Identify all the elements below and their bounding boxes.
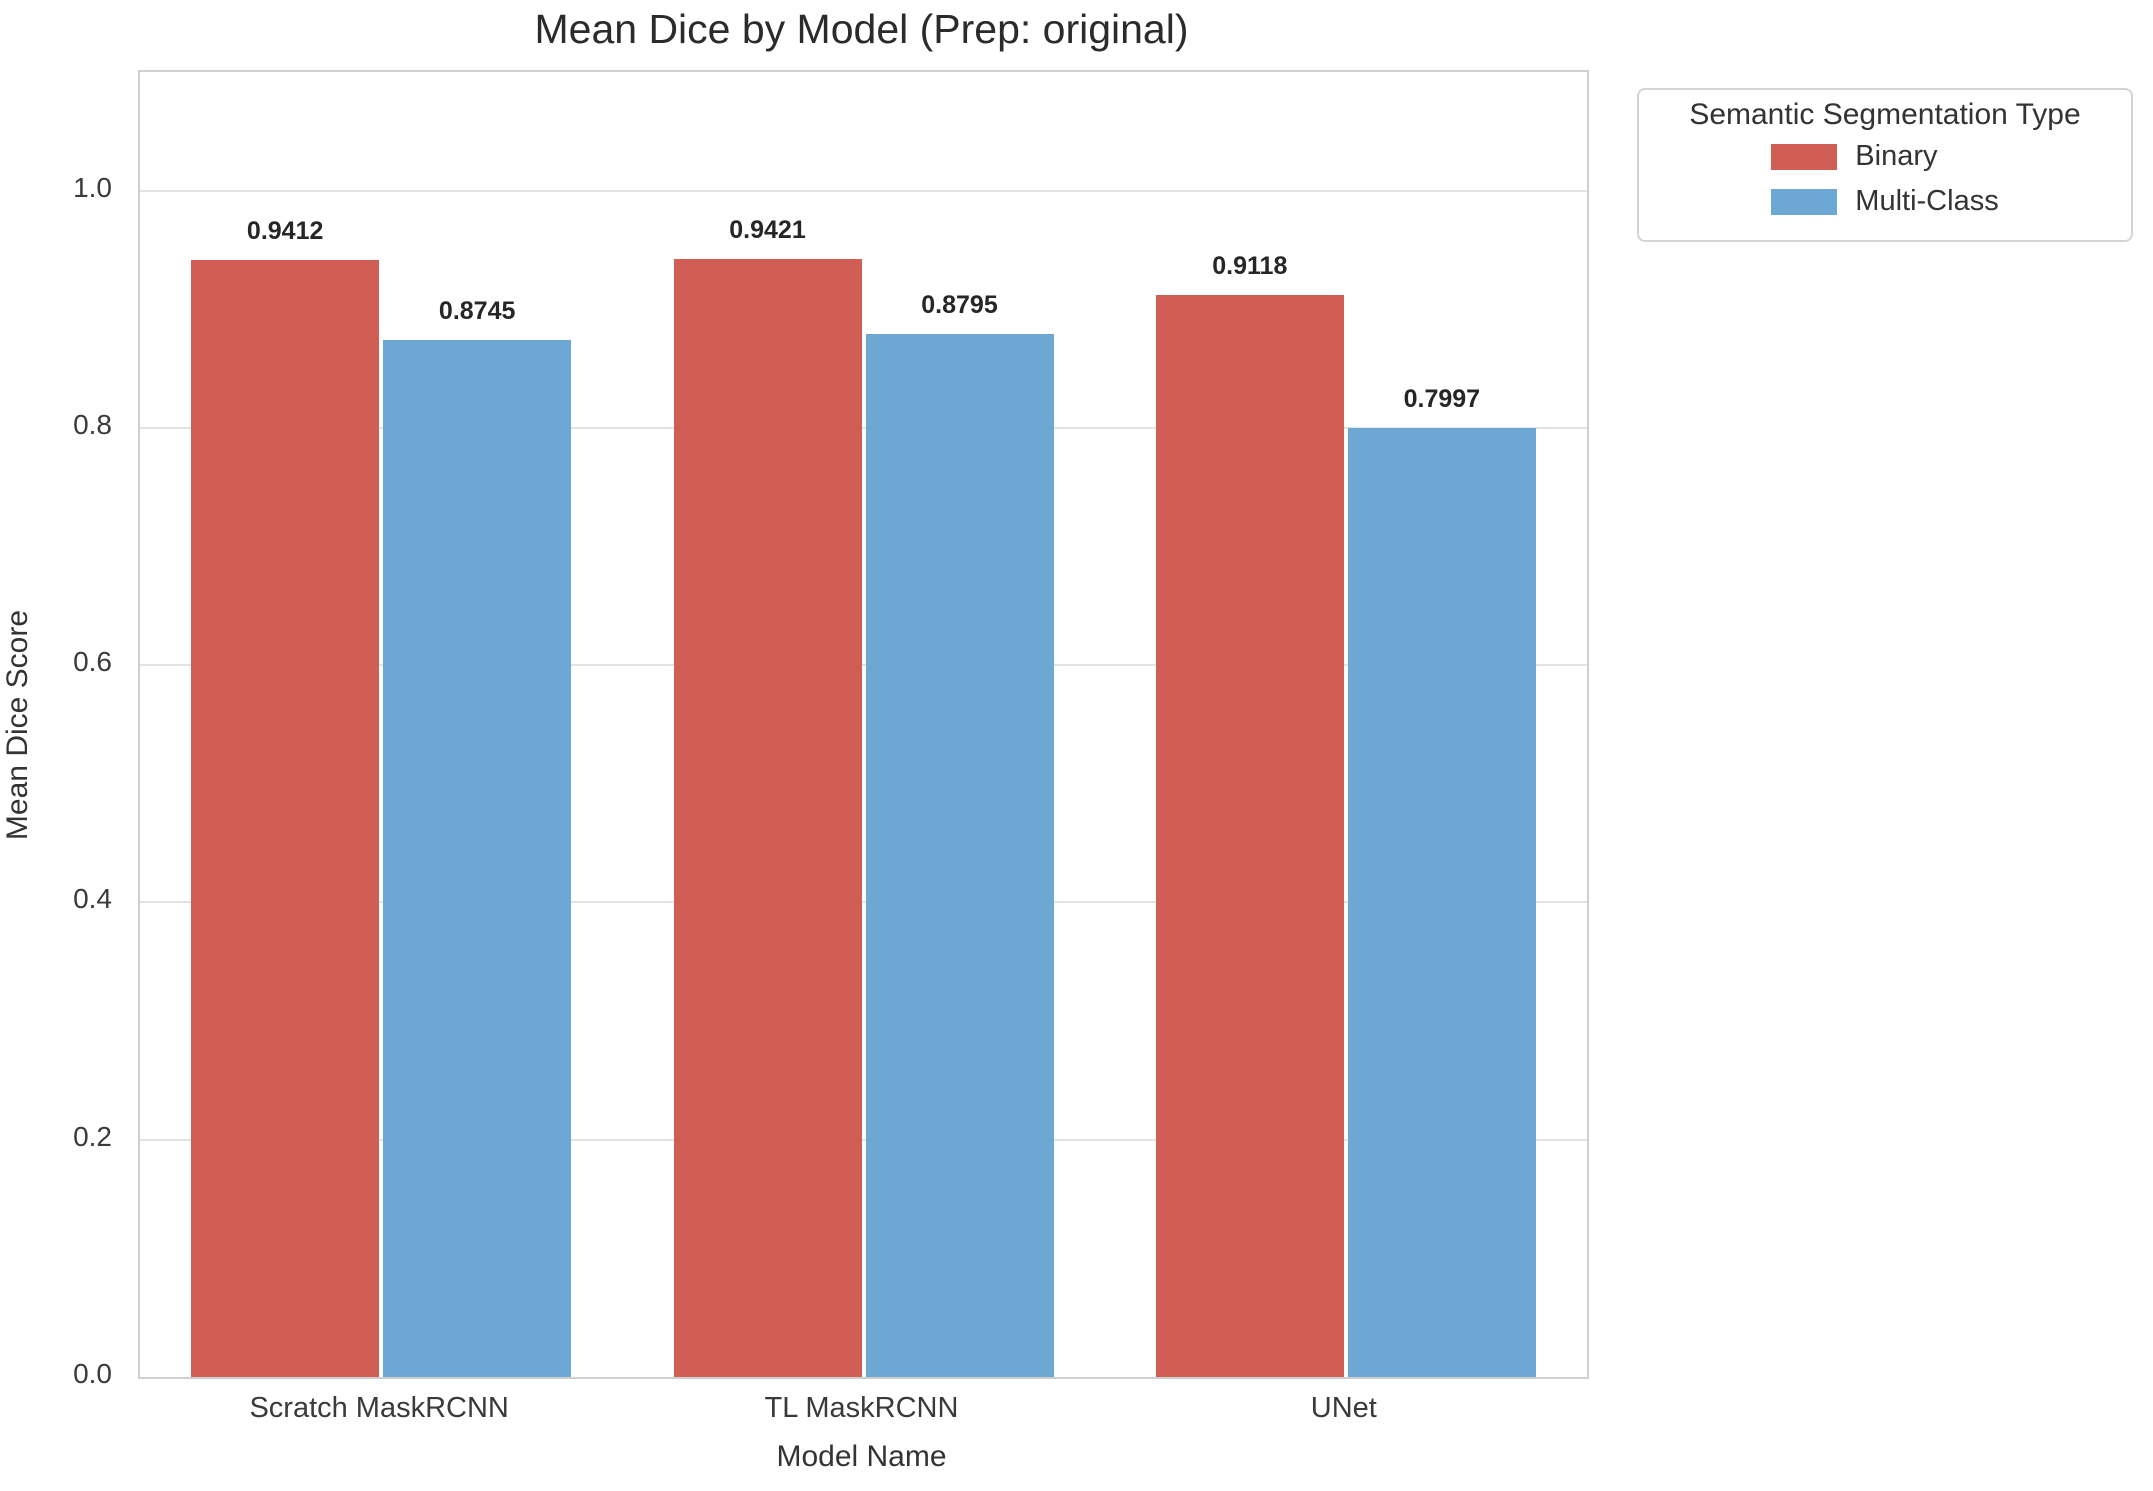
bar-binary-tl-maskrcnn xyxy=(673,259,862,1377)
legend-swatch-binary xyxy=(1771,143,1838,170)
x-tick-label-unet: UNet xyxy=(1310,1392,1377,1424)
legend-swatch-multi-class xyxy=(1771,188,1838,215)
gridline-y-0.8 xyxy=(140,426,1587,429)
bar-value-label-multi-class-scratch-maskrcnn: 0.8745 xyxy=(438,296,516,325)
bar-value-label-binary-tl-maskrcnn: 0.9421 xyxy=(729,216,806,245)
x-tick-label-scratch-maskrcnn: Scratch MaskRCNN xyxy=(249,1392,509,1424)
y-tick-label-0.2: 0.2 xyxy=(73,1120,112,1152)
bar-binary-scratch-maskrcnn xyxy=(191,260,380,1377)
legend: Semantic Segmentation Type Binary Multi-C… xyxy=(1637,88,2133,242)
y-tick-label-0.8: 0.8 xyxy=(73,408,112,440)
legend-item-binary: Binary xyxy=(1771,140,1998,173)
legend-label-multi-class: Multi-Class xyxy=(1855,185,1999,217)
legend-label-binary: Binary xyxy=(1855,140,1938,172)
plot-area: 0.9412 0.9421 0.9118 0.8745 0.8795 0.7997 xyxy=(138,70,1589,1379)
bar-value-label-binary-unet: 0.9118 xyxy=(1212,252,1288,281)
legend-items: Binary Multi-Class xyxy=(1771,140,1999,218)
bar-value-label-binary-scratch-maskrcnn: 0.9412 xyxy=(246,217,324,246)
y-tick-label-0.4: 0.4 xyxy=(73,883,112,915)
bar-value-label-multi-class-tl-maskrcnn: 0.8795 xyxy=(921,290,998,319)
gridline-y-0.6 xyxy=(140,664,1587,667)
bar-value-label-multi-class-unet: 0.7997 xyxy=(1403,385,1481,414)
y-tick-label-0.6: 0.6 xyxy=(73,646,112,678)
bar-binary-unet xyxy=(1155,295,1344,1377)
bar-multi-class-unet xyxy=(1347,428,1536,1377)
x-tick-label-tl-maskrcnn: TL MaskRCNN xyxy=(764,1392,959,1424)
y-axis-label: Mean Dice Score xyxy=(1,609,34,841)
y-tick-label-1.0: 1.0 xyxy=(73,171,112,203)
legend-title: Semantic Segmentation Type xyxy=(1689,98,2081,131)
gridline-y-0.4 xyxy=(140,901,1587,904)
gridline-y-0.2 xyxy=(140,1138,1587,1141)
chart-title: Mean Dice by Model (Prep: original) xyxy=(534,6,1189,52)
bar-multi-class-tl-maskrcnn xyxy=(865,333,1054,1377)
x-axis-label: Model Name xyxy=(776,1440,947,1473)
bar-multi-class-scratch-maskrcnn xyxy=(383,339,572,1377)
gridline-y-1.0 xyxy=(140,189,1587,192)
y-tick-label-0.0: 0.0 xyxy=(73,1358,112,1389)
legend-item-multi-class: Multi-Class xyxy=(1771,185,1999,218)
